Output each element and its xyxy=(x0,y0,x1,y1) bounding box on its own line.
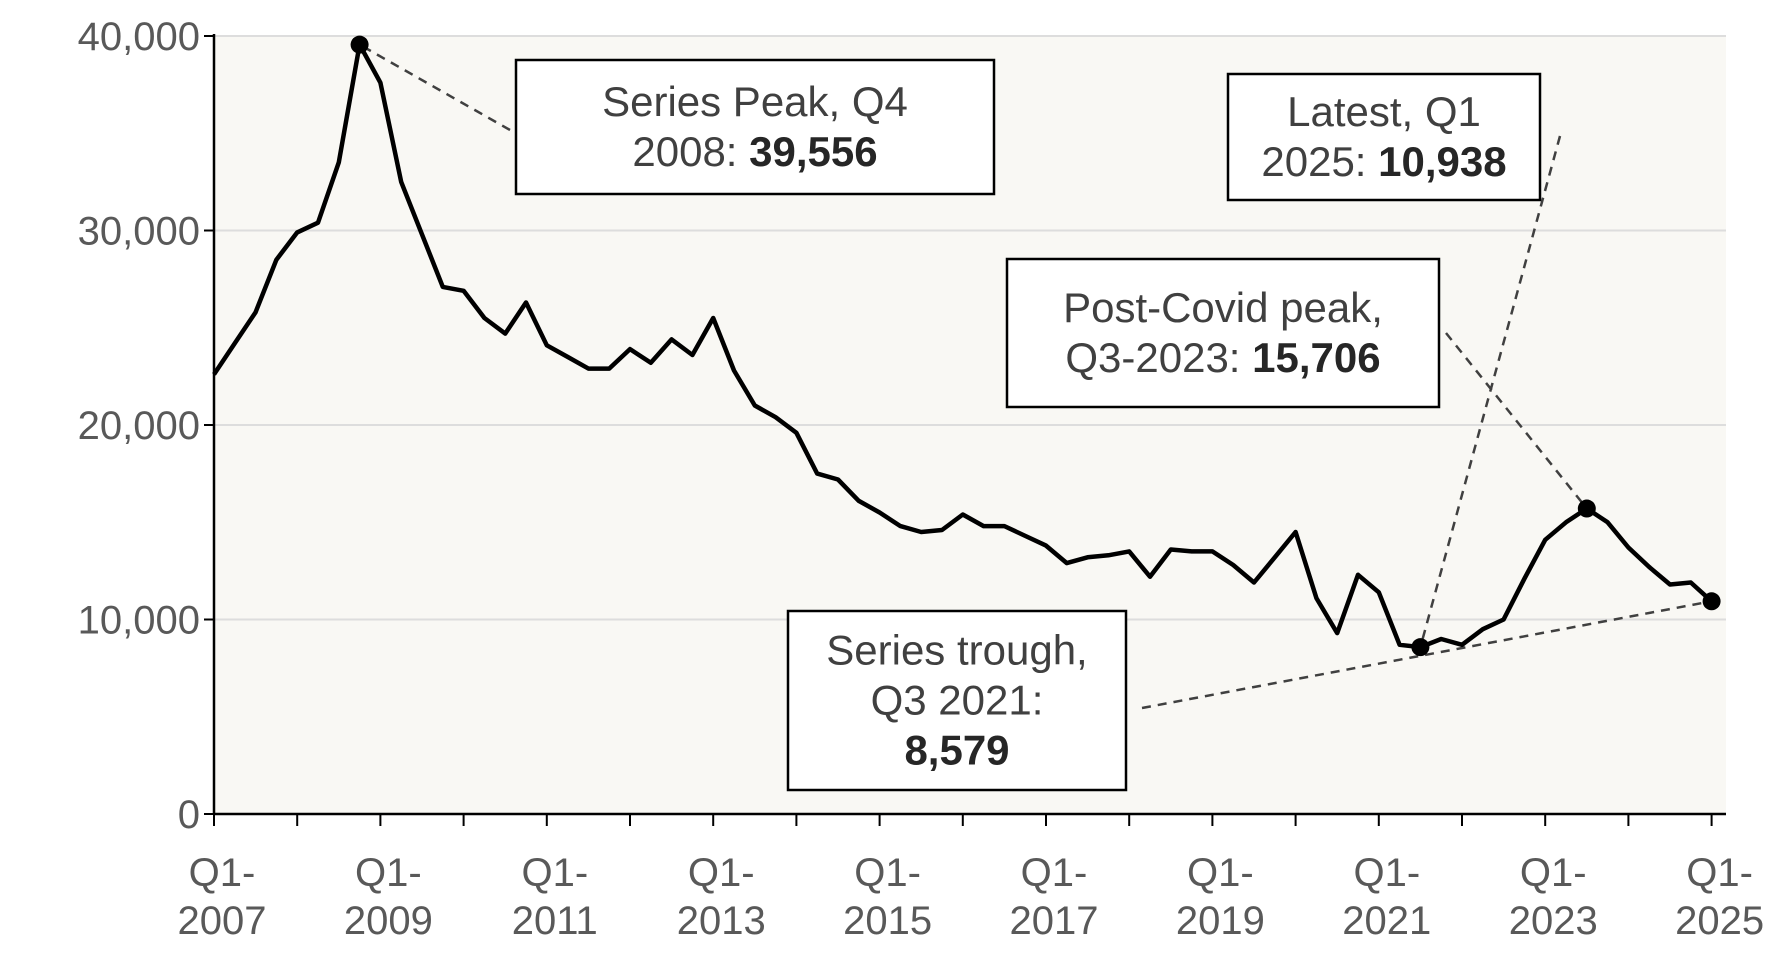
x-tick-label: Q1-2007 xyxy=(178,851,267,943)
x-tick-label: Q1-2023 xyxy=(1509,851,1598,943)
x-tick-label: Q1-2013 xyxy=(677,851,766,943)
x-tick-label: Q1-2025 xyxy=(1675,851,1764,943)
markers xyxy=(350,35,1721,657)
x-axis-ticks: Q1-2007 Q1-2009 Q1-2011 Q1-2013 Q1-2015 Q1-20… xyxy=(178,814,1764,943)
x-tick-label: Q1-2017 xyxy=(1010,851,1099,943)
annotation-text: 2025: 10,938 xyxy=(1261,138,1506,185)
leader-line xyxy=(1419,135,1562,648)
annotation-text: 8,579 xyxy=(904,727,1009,774)
y-tick-label: 30,000 xyxy=(78,210,200,254)
marker-point xyxy=(350,35,369,54)
x-tick-label: Q1-2019 xyxy=(1176,851,1265,943)
y-tick-label: 0 xyxy=(178,793,200,837)
y-axis-ticks: 0 10,000 20,000 30,000 40,000 xyxy=(78,15,214,837)
marker-point xyxy=(1577,499,1596,518)
annotation-text: Latest, Q1 xyxy=(1287,88,1481,135)
annotation-box xyxy=(514,58,996,196)
x-tick-label: Q1-2015 xyxy=(843,851,932,943)
y-tick-label: 20,000 xyxy=(78,404,200,448)
leader-line xyxy=(358,43,511,132)
annotation-text: 2008: 39,556 xyxy=(632,128,877,175)
marker-point xyxy=(1411,638,1430,657)
annotation-text: Series trough, xyxy=(826,627,1087,674)
annotation-text: Q3 2021: xyxy=(871,677,1044,724)
leader-line xyxy=(1445,332,1588,510)
marker-point xyxy=(1702,592,1721,611)
annotation-box xyxy=(1226,72,1542,202)
series-line xyxy=(212,42,1714,650)
x-tick-label: Q1-2009 xyxy=(344,851,433,943)
annotation-text: Series Peak, Q4 xyxy=(602,78,908,125)
leader-line xyxy=(1141,600,1712,710)
annotation-text: Q3-2023: 15,706 xyxy=(1065,334,1380,381)
annotation-box xyxy=(786,609,1128,792)
x-tick-label: Q1-2021 xyxy=(1342,851,1431,943)
y-tick-label: 40,000 xyxy=(78,15,200,59)
series xyxy=(212,42,1714,650)
x-tick-label: Q1-2011 xyxy=(512,851,598,943)
y-tick-label: 10,000 xyxy=(78,599,200,643)
annotation-text: Post-Covid peak, xyxy=(1063,284,1383,331)
leader-lines xyxy=(358,43,1712,710)
gridlines xyxy=(214,35,1726,621)
annotation-box xyxy=(1005,257,1441,409)
